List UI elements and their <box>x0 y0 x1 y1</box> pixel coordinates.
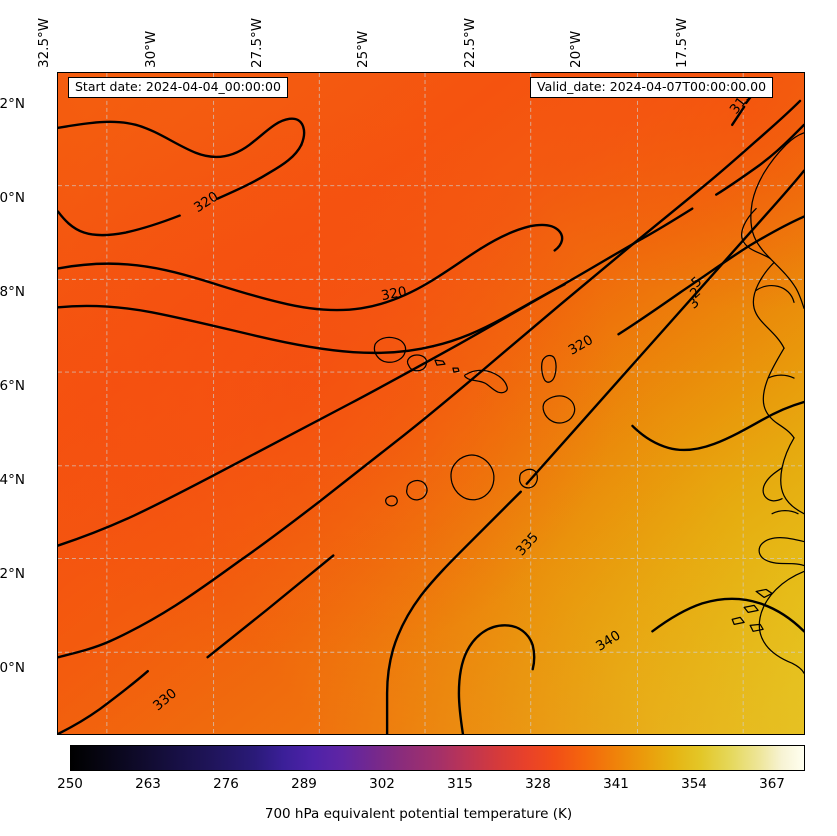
coastline-mauritania-north <box>752 261 785 349</box>
lat-tick-14N: 14°N <box>0 472 25 488</box>
island-fogo <box>406 479 428 501</box>
contour-325-b <box>641 207 694 240</box>
colorbar-tick-328: 328 <box>525 776 551 792</box>
contour-320-long-a <box>58 304 435 355</box>
contour-315-b <box>730 105 746 127</box>
colorbar-tick-354: 354 <box>681 776 707 792</box>
contour-320-mid-b <box>479 223 564 252</box>
coastlines <box>373 132 804 674</box>
coastline-senegal-north <box>780 437 804 515</box>
colorbar-tick-302: 302 <box>369 776 395 792</box>
coastline-mauritania-south <box>762 347 795 439</box>
lon-tick-27-5W: 27.5°W <box>249 17 265 68</box>
colorbar-tick-289: 289 <box>291 776 317 792</box>
colorbar-tick-250: 250 <box>57 776 83 792</box>
island-bijagos-d <box>749 623 764 632</box>
colorbar-tick-341: 341 <box>603 776 629 792</box>
island-branco <box>452 367 460 373</box>
lon-tick-17-5W: 17.5°W <box>674 17 690 68</box>
coastline-gambia <box>758 536 804 567</box>
island-sal <box>541 354 557 383</box>
border-detail-b <box>767 374 795 379</box>
coastline-cape-blanc <box>741 207 771 260</box>
border-detail-a <box>755 284 795 303</box>
contour-320-north-b <box>216 143 303 200</box>
lon-tick-32-5W: 32.5°W <box>36 17 52 68</box>
island-maio <box>519 468 538 489</box>
island-bijagos-a <box>755 588 773 599</box>
coastline-guinea-bissau <box>758 570 804 674</box>
contour-335-b <box>525 169 804 485</box>
colorbar-tick-315: 315 <box>447 776 473 792</box>
contour-325-a <box>58 237 644 547</box>
contour-330-upper <box>58 99 802 659</box>
island-santo-antao <box>373 336 407 363</box>
contour-lines <box>58 79 804 734</box>
contour-label-320-mid: 320 <box>380 285 408 305</box>
contour-320-long-c <box>617 215 804 336</box>
coastline-western-sahara <box>750 132 804 309</box>
border-detail-c <box>771 510 799 515</box>
contour-340-a <box>457 624 536 734</box>
lon-tick-20W: 20°W <box>568 30 584 68</box>
lat-tick-12N: 12°N <box>0 566 25 582</box>
coastline-cap-vert <box>762 467 783 502</box>
island-boa-vista <box>542 395 576 424</box>
colorbar-tick-367: 367 <box>759 776 785 792</box>
valid-date-annotation: Valid_date: 2024-04-07T00:00:00.00 <box>530 77 774 98</box>
island-brava <box>385 495 398 507</box>
lat-tick-10N: 10°N <box>0 660 25 676</box>
lon-tick-30W: 30°W <box>143 30 159 68</box>
contour-320-mid-a <box>58 247 483 312</box>
start-date-annotation: Start date: 2024-04-04_00:00:00 <box>68 77 288 98</box>
theta-e-field: 320 320 320 325 330 335 340 315 <box>58 73 804 734</box>
contour-325-c <box>715 123 804 196</box>
contour-320-north-a <box>58 117 306 159</box>
contour-320-north-c <box>58 210 181 237</box>
map-plot-area[interactable]: 320 320 320 325 330 335 340 315 <box>57 72 805 735</box>
contour-330-a <box>58 669 149 734</box>
island-santiago <box>450 454 495 501</box>
colorbar-tick-276: 276 <box>213 776 239 792</box>
island-santa-luzia <box>434 359 446 366</box>
lat-tick-16N: 16°N <box>0 378 25 394</box>
lon-tick-22-5W: 22.5°W <box>462 17 478 68</box>
map-gridlines <box>58 73 804 734</box>
colorbar[interactable] <box>70 745 805 771</box>
island-sao-vicente <box>406 354 428 372</box>
contour-335-a <box>385 490 522 734</box>
colorbar-tick-263: 263 <box>135 776 161 792</box>
colorbar-label: 700 hPa equivalent potential temperature… <box>264 806 573 822</box>
contour-330-b <box>206 554 335 659</box>
colorbar-gradient <box>70 745 805 771</box>
island-bijagos-c <box>731 616 745 625</box>
island-bijagos-b <box>743 604 759 613</box>
contour-340-b <box>651 597 804 633</box>
island-sao-nicolau <box>464 369 508 394</box>
contour-335-coast <box>631 400 804 452</box>
lon-tick-25W: 25°W <box>355 30 371 68</box>
lat-tick-22N: 22°N <box>0 96 25 112</box>
lat-tick-18N: 18°N <box>0 284 25 300</box>
lat-tick-20N: 20°N <box>0 190 25 206</box>
